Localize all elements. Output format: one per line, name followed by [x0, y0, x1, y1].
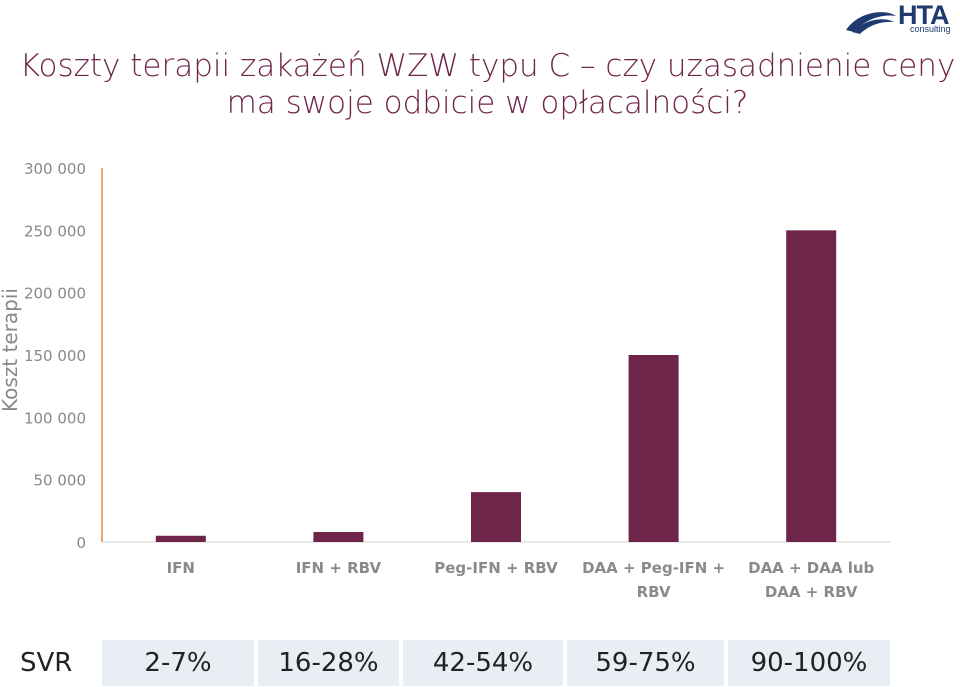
y-tick-label: 50 000 — [34, 472, 87, 490]
bar — [313, 532, 364, 542]
y-tick-label: 250 000 — [24, 222, 86, 240]
bar — [786, 230, 837, 543]
svr-cell-ifn: 2-7% — [102, 640, 254, 686]
logo-swoosh-icon — [846, 12, 896, 34]
x-tick-label: Peg-IFN + RBV — [434, 559, 558, 577]
bar-chart: 0 50 000 100 000 150 000 200 000 250 000 300 0… — [0, 160, 890, 601]
y-tick-label: 300 000 — [24, 160, 86, 178]
svr-cell-daa-peg-ifn-rbv: 59-75% — [567, 640, 724, 686]
title-line-2: ma swoje odbicie w opłacalności? — [226, 85, 749, 121]
title-line-1: Koszty terapii zakażeń WZW typu C – czy … — [19, 48, 956, 84]
y-axis-label: Koszt terapii — [0, 288, 22, 412]
logo-brand: HTA — [898, 0, 949, 30]
bar — [471, 492, 521, 542]
svr-table: SVR 2-7% 16-28% 42-54% 59-75% 90-100% — [0, 640, 890, 686]
y-tick-label: 150 000 — [24, 347, 86, 365]
page-title: Koszty terapii zakażeń WZW typu C – czy … — [0, 48, 960, 122]
svr-cell-peg-ifn-rbv: 42-54% — [403, 640, 563, 686]
x-tick-label: DAA + DAA lub — [748, 559, 874, 577]
svr-cell-daa-daa: 90-100% — [728, 640, 890, 686]
x-tick-label: RBV — [637, 583, 671, 601]
x-tick-label: IFN — [167, 559, 195, 577]
logo-sub: consulting — [910, 24, 951, 34]
y-tick-label: 200 000 — [24, 285, 86, 303]
x-tick-label: DAA + Peg-IFN + — [582, 559, 725, 577]
y-tick-label: 100 000 — [24, 409, 86, 427]
svr-cell-ifn-rbv: 16-28% — [258, 640, 399, 686]
x-tick-label: DAA + RBV — [765, 583, 858, 601]
bar — [628, 355, 679, 542]
y-tick-label: 0 — [76, 534, 86, 552]
svr-label: SVR — [20, 648, 73, 678]
bar — [155, 535, 206, 542]
x-tick-label: IFN + RBV — [296, 559, 382, 577]
